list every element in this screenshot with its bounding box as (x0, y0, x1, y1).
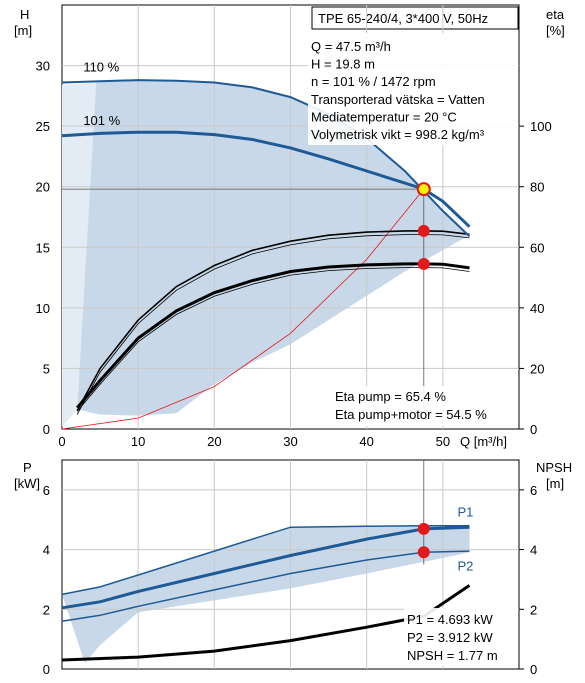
upper-left-axis-label-1: H (20, 7, 29, 22)
power-curve-p2 (61, 550, 470, 622)
upper-x-tick-label: 20 (207, 434, 221, 449)
info-line: Q = 47.5 m³/h (311, 39, 391, 54)
lower-right-tick-label: 2 (530, 602, 537, 617)
upper-right-axis-label-2: [%] (546, 23, 565, 38)
lower-info-line: P1 = 4.693 kW (407, 612, 493, 627)
lower-right-tick-label: 6 (530, 483, 537, 498)
duty-point-head (416, 182, 431, 197)
eta-box-background (332, 386, 518, 426)
upper-x-tick-label: 0 (58, 434, 65, 449)
info-line: Mediatemperatur = 20 °C (311, 109, 457, 124)
lower-left-axis-label-2: [kW] (14, 476, 40, 491)
eta-line: Eta pump+motor = 54.5 % (335, 407, 487, 422)
upper-x-tick-label: 50 (436, 434, 450, 449)
upper-left-tick-label: 30 (36, 59, 50, 74)
duty-point-p2 (417, 546, 430, 559)
chart-title: TPE 65-240/4, 3*400 V, 50Hz (318, 11, 488, 26)
lower-left-axis-label-1: P (23, 460, 32, 475)
lower-info-background (404, 608, 518, 666)
upper-right-tick-label: 60 (530, 240, 544, 255)
upper-left-tick-label: 0 (43, 422, 50, 437)
head-curve-110 (61, 79, 471, 238)
lower-left-tick-label: 0 (43, 662, 50, 677)
curve-label-101: 101 % (83, 113, 120, 128)
duty-point-eta-pump (417, 224, 430, 237)
system-curve (61, 188, 425, 430)
lower-left-tick-label: 4 (43, 543, 50, 558)
eta-line: Eta pump = 65.4 % (335, 389, 446, 404)
lower-info-line: NPSH = 1.77 m (407, 648, 498, 663)
upper-right-tick-label: 100 (530, 119, 552, 134)
upper-x-tick-label: 10 (131, 434, 145, 449)
info-box-background (308, 33, 518, 145)
lower-info-line: P2 = 3.912 kW (407, 630, 493, 645)
upper-x-tick-label: 40 (359, 434, 373, 449)
lower-chart: 0 0 2 2 4 4 6 6 P1 P2 P1 = 4.693 kW P2 = 3.912 kW NP… (43, 460, 537, 677)
lower-right-axis-label-1: NPSH (536, 460, 572, 475)
lower-left-tick-label: 6 (43, 483, 50, 498)
upper-chart: 0 10 20 30 40 50 0 5 10 15 20 25 30 0 20 40 60 80 100 110 %… (36, 5, 552, 449)
series-label-p1: P1 (457, 505, 473, 520)
upper-left-tick-label: 20 (36, 180, 50, 195)
series-label-p2: P2 (457, 558, 473, 573)
upper-right-tick-label: 0 (530, 422, 537, 437)
power-curve-p1 (61, 525, 470, 610)
info-line: H = 19.8 m (311, 57, 375, 72)
info-line: n = 101 % / 1472 rpm (311, 74, 436, 89)
info-line: Volymetrisk vikt = 998.2 kg/m³ (311, 127, 485, 142)
power-curve-110 (61, 524, 470, 596)
upper-right-axis-label-1: eta (546, 7, 565, 22)
curve-label-110: 110 % (83, 60, 119, 75)
upper-right-tick-label: 40 (530, 301, 544, 316)
upper-left-tick-label: 10 (36, 301, 50, 316)
upper-right-tick-label: 20 (530, 361, 544, 376)
upper-x-axis-label: Q [m³/h] (460, 434, 507, 449)
upper-light-region (62, 82, 97, 427)
upper-operating-region (77, 80, 470, 416)
duty-point-eta-pump-motor (417, 257, 430, 270)
lower-right-tick-label: 4 (530, 543, 537, 558)
upper-x-tick-label: 30 (283, 434, 297, 449)
lower-right-tick-label: 0 (530, 662, 537, 677)
lower-left-tick-label: 2 (43, 602, 50, 617)
upper-left-axis-label-2: [m] (14, 23, 32, 38)
lower-right-axis-label-2: [m] (546, 476, 564, 491)
upper-right-tick-label: 80 (530, 180, 544, 195)
upper-left-tick-label: 5 (43, 361, 50, 376)
title-box (311, 6, 519, 30)
upper-left-tick-label: 15 (36, 240, 50, 255)
upper-left-tick-label: 25 (36, 119, 50, 134)
info-line: Transporterad vätska = Vatten (311, 92, 485, 107)
duty-point-p1 (417, 522, 430, 535)
